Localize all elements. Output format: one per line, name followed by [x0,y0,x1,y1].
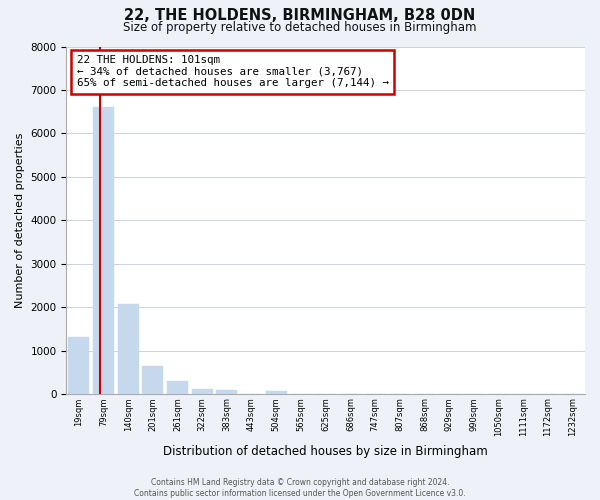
Bar [217,390,238,394]
Bar [167,382,188,394]
Bar [192,388,213,394]
Bar [68,337,89,394]
X-axis label: Distribution of detached houses by size in Birmingham: Distribution of detached houses by size … [163,444,488,458]
Text: Size of property relative to detached houses in Birmingham: Size of property relative to detached ho… [123,21,477,34]
Bar [118,304,139,394]
Y-axis label: Number of detached properties: Number of detached properties [15,133,25,308]
Text: 22 THE HOLDENS: 101sqm
← 34% of detached houses are smaller (3,767)
65% of semi-: 22 THE HOLDENS: 101sqm ← 34% of detached… [77,55,389,88]
Bar [142,366,163,394]
Text: 22, THE HOLDENS, BIRMINGHAM, B28 0DN: 22, THE HOLDENS, BIRMINGHAM, B28 0DN [124,8,476,22]
Text: Contains HM Land Registry data © Crown copyright and database right 2024.
Contai: Contains HM Land Registry data © Crown c… [134,478,466,498]
Bar [266,391,287,394]
Bar [93,108,114,395]
